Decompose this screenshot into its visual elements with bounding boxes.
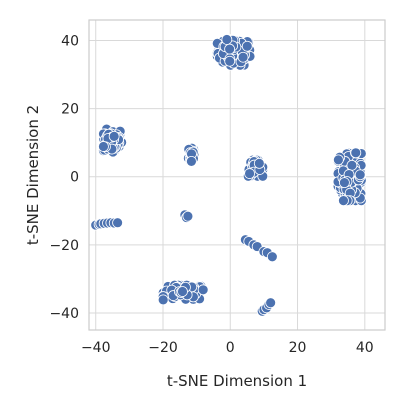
x-tick-label: 20 bbox=[289, 340, 307, 356]
data-point bbox=[338, 195, 349, 207]
plot-frame bbox=[88, 19, 386, 331]
x-tick-label: 40 bbox=[356, 340, 374, 356]
data-point bbox=[354, 169, 366, 181]
x-tick-label: −40 bbox=[81, 340, 111, 356]
data-point bbox=[98, 141, 109, 152]
data-point bbox=[221, 34, 233, 45]
data-point bbox=[350, 147, 362, 159]
data-point bbox=[182, 210, 194, 222]
y-tick-label: 0 bbox=[70, 170, 79, 186]
data-point bbox=[197, 284, 209, 296]
data-point bbox=[108, 130, 120, 142]
y-axis-label: t-SNE Dimension 2 bbox=[24, 105, 42, 245]
x-axis-label: t-SNE Dimension 1 bbox=[167, 372, 307, 390]
data-point bbox=[237, 51, 249, 63]
data-point bbox=[339, 177, 350, 189]
data-point bbox=[224, 43, 236, 55]
data-point bbox=[112, 217, 123, 229]
x-tick-label: 0 bbox=[226, 340, 235, 356]
data-point bbox=[265, 297, 277, 309]
x-tick-label: −20 bbox=[148, 340, 178, 356]
data-point bbox=[157, 294, 169, 306]
y-tick-label: 40 bbox=[61, 33, 79, 49]
data-point bbox=[332, 154, 344, 166]
x-tick-labels: −40 −20 0 20 40 bbox=[81, 340, 374, 356]
data-point bbox=[177, 286, 188, 297]
data-point bbox=[186, 155, 197, 167]
y-tick-label: −40 bbox=[49, 306, 79, 322]
data-points bbox=[90, 34, 367, 317]
data-point bbox=[346, 159, 358, 171]
data-point bbox=[241, 40, 253, 52]
data-point bbox=[244, 168, 255, 179]
y-tick-label: 20 bbox=[61, 102, 79, 118]
data-point bbox=[224, 55, 236, 67]
y-tick-label: −20 bbox=[49, 238, 79, 254]
y-tick-labels: −40 −20 0 20 40 bbox=[49, 33, 79, 322]
data-point bbox=[253, 157, 265, 169]
data-point bbox=[266, 251, 278, 263]
